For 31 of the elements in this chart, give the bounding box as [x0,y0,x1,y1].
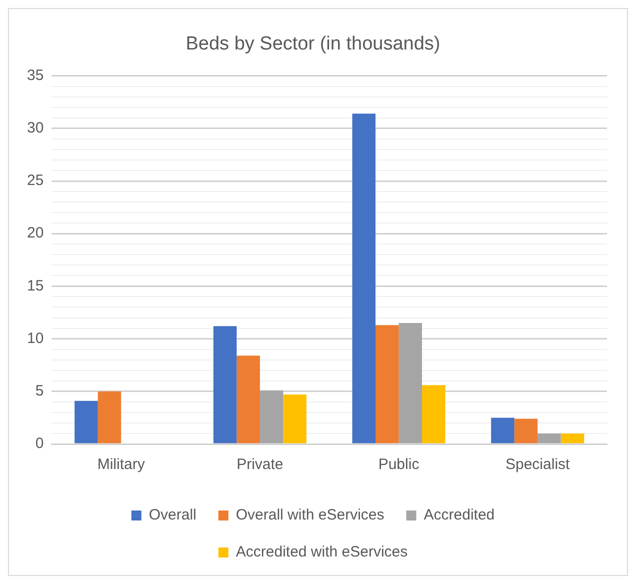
y-tick-label: 20 [26,224,44,242]
x-tick-label: Specialist [505,456,571,474]
bar [213,326,237,444]
y-tick-label: 30 [26,120,44,137]
x-tick-label: Military [97,456,146,474]
bar [491,418,514,444]
bar [352,114,376,444]
y-tick-label: 25 [26,172,44,190]
y-tick-label: 0 [35,435,44,452]
y-tick-label: 10 [26,330,44,347]
bar [538,433,561,444]
bar [560,433,584,444]
x-tick-label: Public [378,456,420,474]
y-tick-label: 5 [35,382,44,400]
legend-label: Overall [148,506,196,524]
bar [283,394,306,444]
y-tick-label: 35 [26,66,44,84]
bar [514,418,538,444]
y-tick-label: 15 [26,277,44,294]
bar [236,356,260,444]
bar [98,391,122,444]
chart-title: Beds by Sector (in thousands) [186,34,440,55]
legend-label: Overall with eServices [236,506,384,524]
bar [398,323,422,444]
bar [422,385,446,444]
x-tick-label: Private [236,456,284,474]
bar [260,390,284,444]
legend-label: Accredited with eServices [236,544,408,561]
bar [376,325,399,444]
legend-label: Accredited [424,506,495,524]
bar [74,400,98,444]
